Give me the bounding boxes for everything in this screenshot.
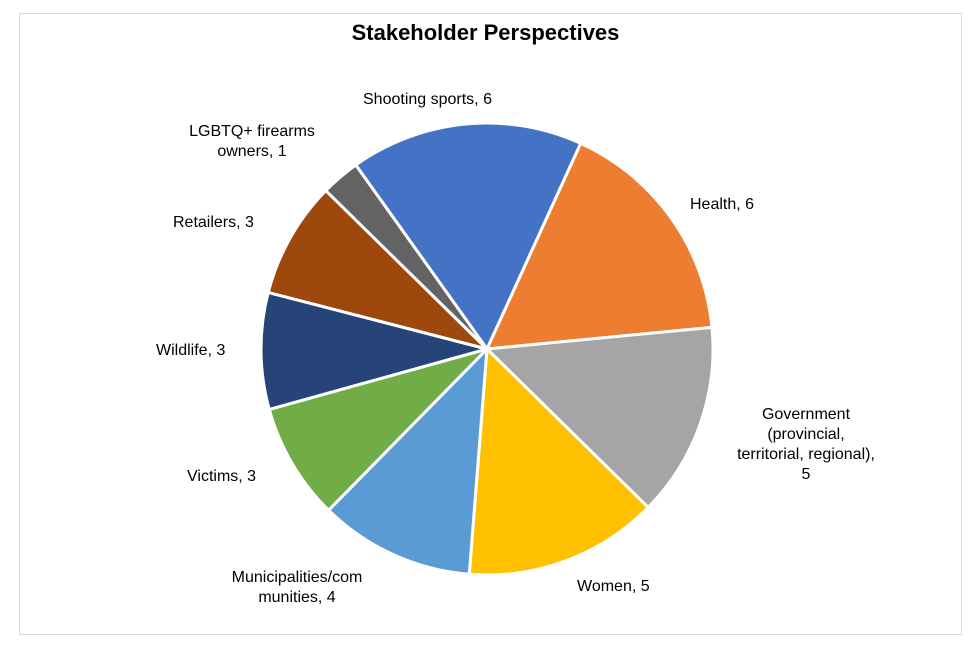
label-retailers: Retailers, 3 [173, 213, 254, 233]
label-line: (provincial, [767, 426, 845, 443]
pie-slice-victims [267, 347, 489, 512]
chart-title: Stakeholder Perspectives [351, 20, 620, 45]
label-line: LGBTQ+ firearms [189, 123, 315, 140]
label-line: territorial, regional), [737, 446, 875, 463]
label-line: munities, 4 [258, 589, 336, 606]
label-government: Government (provincial, territorial, reg… [716, 405, 896, 485]
label-line: 5 [801, 466, 811, 483]
label-line: Wildlife, 3 [156, 342, 226, 359]
label-line: Government [761, 406, 851, 423]
label-shooting-sports: Shooting sports, 6 [363, 90, 492, 110]
label-lgbtq: LGBTQ+ firearms owners, 1 [172, 122, 332, 162]
label-line: Victims, 3 [187, 468, 257, 485]
pie-slice-government-provincial-territorial-regional [485, 325, 715, 509]
pie-slice-retailers [266, 189, 489, 351]
label-municipalities: Municipalities/com munities, 4 [212, 568, 382, 608]
pie-slice-lgbtq-firearms-owners [324, 163, 489, 351]
label-victims: Victims, 3 [187, 467, 256, 487]
label-line: Municipalities/com [231, 569, 363, 586]
label-health: Health, 6 [690, 195, 754, 215]
label-line: Women, 5 [577, 578, 650, 595]
pie-slice-municipalities-communities [327, 347, 489, 576]
label-line: Retailers, 3 [173, 214, 254, 231]
pie-slice-women [467, 347, 650, 577]
label-line: Health, 6 [690, 196, 755, 213]
pie-slice-wildlife [259, 290, 489, 411]
label-line: owners, 1 [217, 143, 287, 160]
label-women: Women, 5 [577, 577, 650, 597]
label-line: Shooting sports, 6 [363, 91, 492, 108]
label-wildlife: Wildlife, 3 [156, 341, 225, 361]
pie-slice-shooting-sports [354, 121, 583, 351]
pie-slices [259, 121, 715, 577]
pie-slice-health [485, 141, 714, 351]
